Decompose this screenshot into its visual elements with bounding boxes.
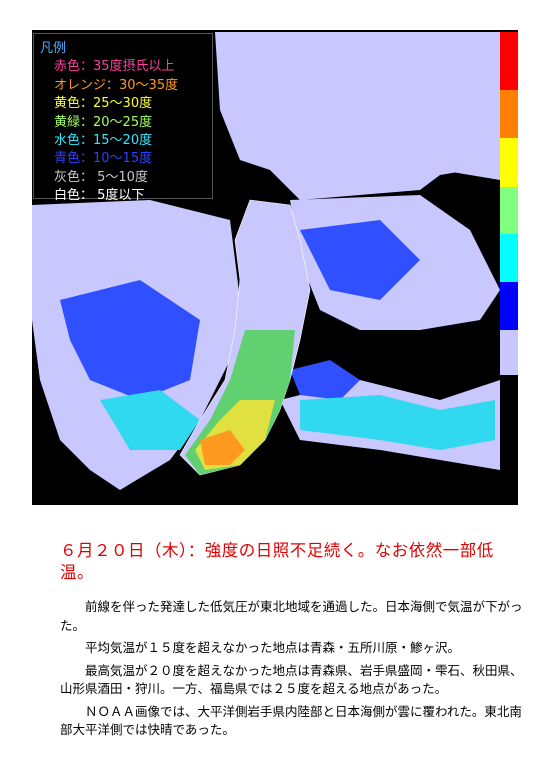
paragraph: 前線を伴った発達した低気圧が東北地域を通過した。日本海側で気温が下がった。: [60, 599, 523, 633]
paragraph: ＮＯＡＡ画像では、大平洋側岩手県内陸部と日本海側が雲に覆われた。東北南部大平洋側…: [60, 703, 522, 738]
legend-item: 水色：15～20度: [54, 133, 153, 149]
sea-areas: [100, 390, 495, 450]
paragraph: 最高気温が２０度を超えなかった地点は青森県、岩手県盛岡・雫石、秋田県、山形県酒田…: [60, 662, 523, 697]
legend-item: 黄緑：20～25度: [54, 114, 153, 130]
legend-title: 凡例: [40, 41, 67, 56]
legend-item: 青色：10～15度: [54, 151, 153, 167]
legend-item: 灰色： 5～10度: [54, 169, 148, 185]
body-text: 前線を伴った発達した低気圧が東北地域を通過した。日本海側で気温が下がった。平均気…: [60, 598, 530, 744]
color-bar: [500, 32, 518, 375]
satellite-map: [32, 30, 518, 505]
land: [179, 199, 311, 476]
legend: 凡例 赤色：35度摂氏以上 オレンジ：30～35度 黄色：25～30度 黄緑：20～2…: [33, 33, 213, 203]
cool-areas: [60, 220, 420, 400]
heading: ６月２０日（木）：強度の日照不足続く。なお依然一部低温。: [60, 541, 494, 582]
legend-item: オレンジ：30～35度: [54, 77, 179, 93]
legend-item: 黄色：25～30度: [54, 96, 153, 112]
legend-item: 赤色：35度摂氏以上: [54, 59, 175, 75]
legend-item: 白色： 5度以下: [54, 188, 145, 204]
paragraph: 平均気温が１５度を超えなかった地点は青森・五所川原・鯵ヶ沢。: [85, 640, 461, 655]
